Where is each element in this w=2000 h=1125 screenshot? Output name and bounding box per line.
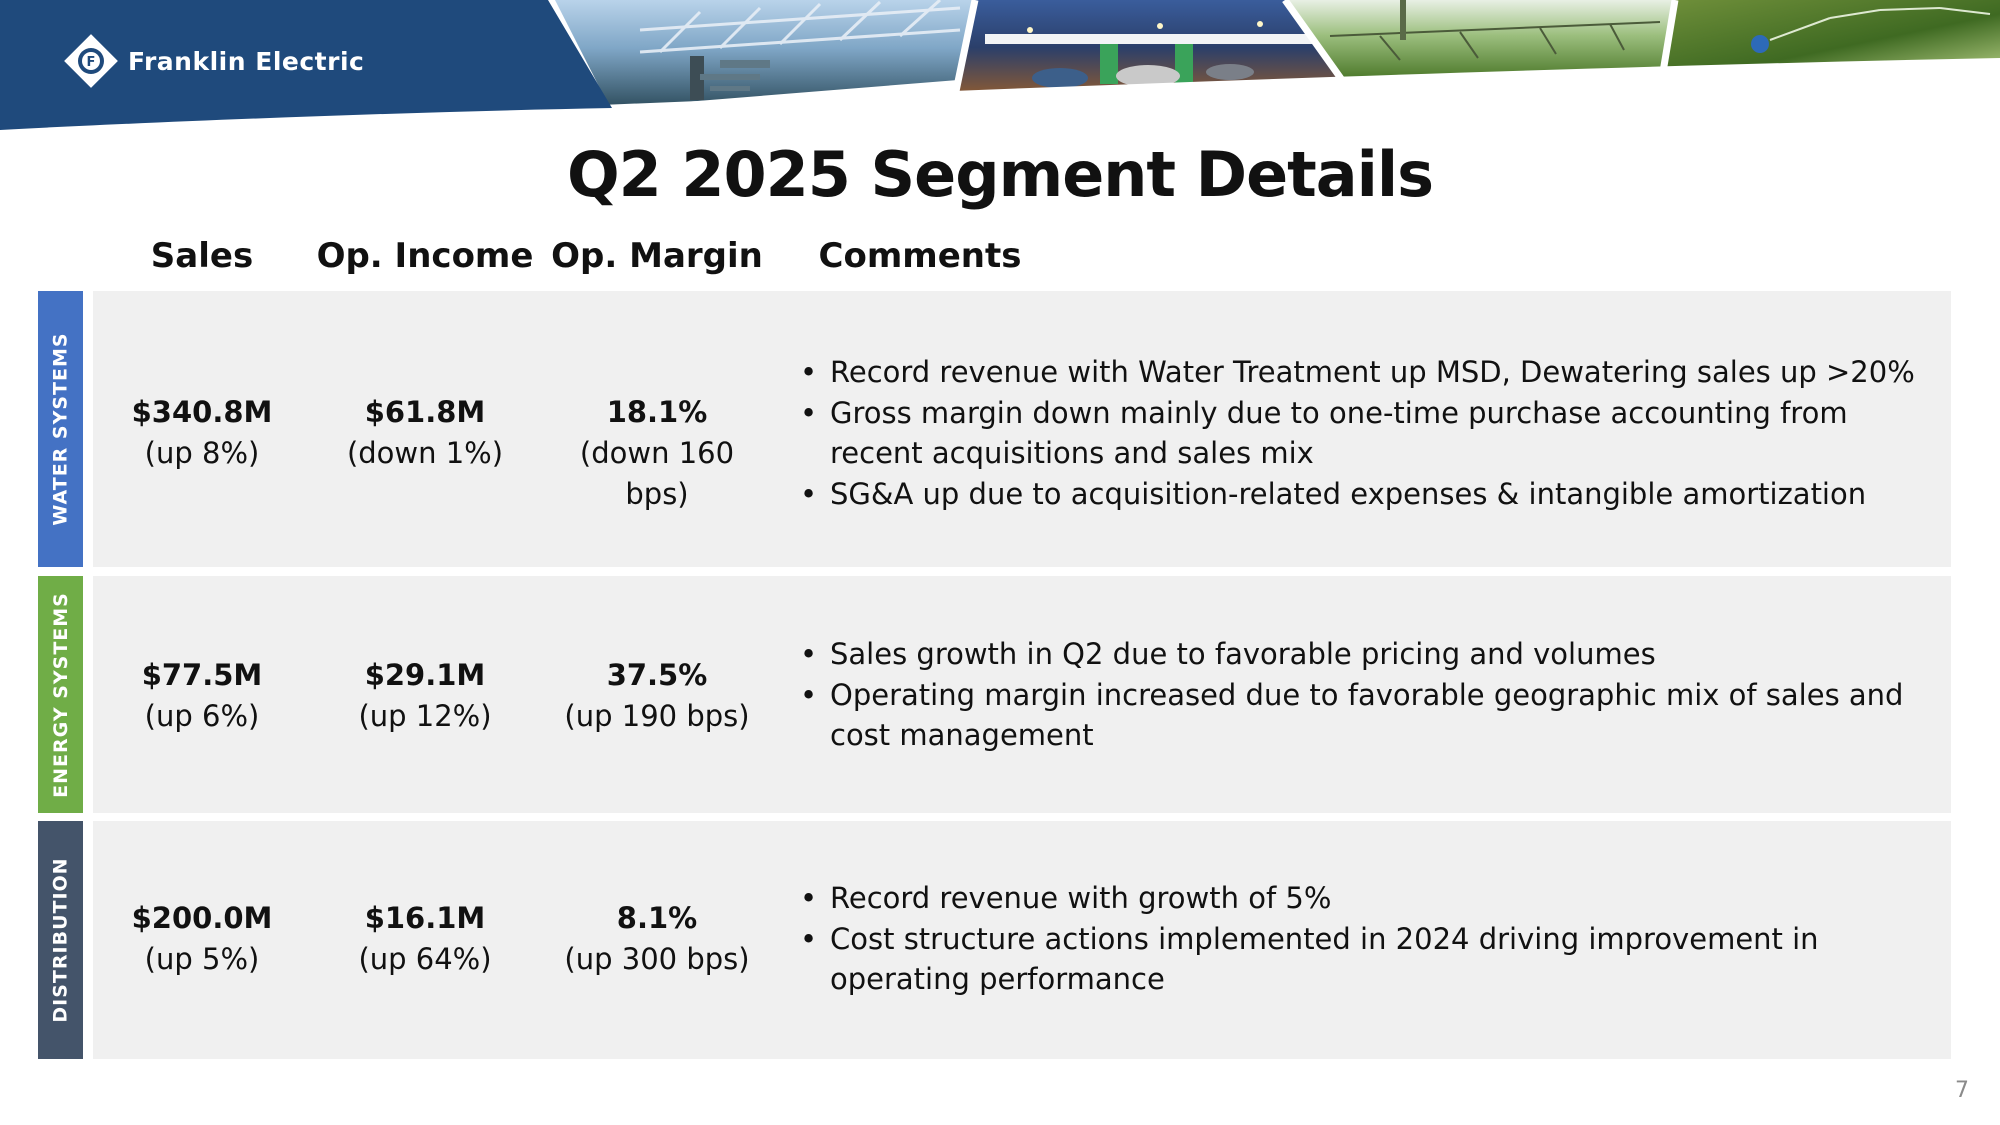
sprinkler-photo (1665, 0, 2000, 70)
segment-row-energy-systems: ENERGY SYSTEMS $77.5M (up 6%) $29.1M (up… (38, 576, 1951, 813)
segment-label-tab: ENERGY SYSTEMS (38, 576, 83, 813)
brand-logo: F Franklin Electric (62, 32, 364, 90)
op-income-metric: $29.1M (up 12%) (315, 655, 535, 737)
op-margin-metric: 18.1% (down 160 bps) (545, 392, 769, 515)
fuel-station-photo (958, 0, 1340, 95)
svg-text:F: F (87, 55, 96, 70)
sales-change: (up 8%) (144, 436, 260, 470)
brand-block (0, 0, 612, 130)
op-income-change: (up 64%) (358, 942, 492, 976)
sales-change: (up 5%) (144, 942, 260, 976)
comments-list: Record revenue with growth of 5% Cost st… (800, 878, 1940, 1000)
op-margin-metric: 8.1% (up 300 bps) (545, 898, 769, 980)
segment-label: WATER SYSTEMS (49, 332, 72, 526)
op-income-change: (up 12%) (358, 699, 492, 733)
op-margin-metric: 37.5% (up 190 bps) (545, 655, 769, 737)
water-treatment-photo (555, 0, 975, 108)
op-margin-value: 18.1% (606, 395, 708, 429)
irrigation-field-photo (1285, 0, 1675, 78)
sales-value: $77.5M (141, 658, 263, 692)
sales-metric: $200.0M (up 5%) (112, 898, 292, 980)
op-income-value: $61.8M (364, 395, 486, 429)
segment-row-distribution: DISTRIBUTION $200.0M (up 5%) $16.1M (up … (38, 821, 1951, 1059)
op-income-metric: $16.1M (up 64%) (315, 898, 535, 980)
segment-label: ENERGY SYSTEMS (49, 591, 72, 798)
segment-label-tab: WATER SYSTEMS (38, 291, 83, 567)
comment-item: SG&A up due to acquisition-related expen… (800, 474, 1940, 515)
segment-row-water-systems: WATER SYSTEMS $340.8M (up 8%) $61.8M (do… (38, 291, 1951, 567)
page-number: 7 (1955, 1078, 1969, 1103)
op-income-metric: $61.8M (down 1%) (315, 392, 535, 474)
column-header-sales: Sales (150, 236, 254, 276)
segment-label: DISTRIBUTION (49, 857, 72, 1023)
sales-change: (up 6%) (144, 699, 260, 733)
op-margin-change: (down 160 bps) (579, 436, 735, 511)
sales-metric: $340.8M (up 8%) (112, 392, 292, 474)
sales-metric: $77.5M (up 6%) (112, 655, 292, 737)
banner-graphic (0, 0, 2000, 135)
op-income-change: (down 1%) (346, 436, 504, 470)
comment-item: Operating margin increased due to favora… (800, 675, 1940, 756)
comment-item: Record revenue with Water Treatment up M… (800, 352, 1940, 393)
op-margin-change: (up 190 bps) (564, 699, 750, 733)
comment-item: Cost structure actions implemented in 20… (800, 919, 1940, 1000)
column-header-op-margin: Op. Margin (551, 236, 763, 276)
sales-value: $200.0M (131, 901, 273, 935)
header-banner: F Franklin Electric (0, 0, 2000, 135)
franklin-electric-logo-icon: F (64, 34, 118, 88)
column-header-comments: Comments (818, 236, 1022, 276)
op-income-value: $29.1M (364, 658, 486, 692)
sales-value: $340.8M (131, 395, 273, 429)
comments-list: Sales growth in Q2 due to favorable pric… (800, 634, 1940, 756)
brand-name: Franklin Electric (128, 46, 365, 76)
comment-item: Gross margin down mainly due to one-time… (800, 393, 1940, 474)
op-margin-value: 37.5% (606, 658, 708, 692)
op-income-value: $16.1M (364, 901, 486, 935)
page-title: Q2 2025 Segment Details (566, 138, 1434, 211)
segment-label-tab: DISTRIBUTION (38, 821, 83, 1059)
op-margin-value: 8.1% (616, 901, 698, 935)
comment-item: Sales growth in Q2 due to favorable pric… (800, 634, 1940, 675)
comment-item: Record revenue with growth of 5% (800, 878, 1940, 919)
column-header-op-income: Op. Income (316, 236, 534, 276)
op-margin-change: (up 300 bps) (564, 942, 750, 976)
comments-list: Record revenue with Water Treatment up M… (800, 352, 1940, 514)
